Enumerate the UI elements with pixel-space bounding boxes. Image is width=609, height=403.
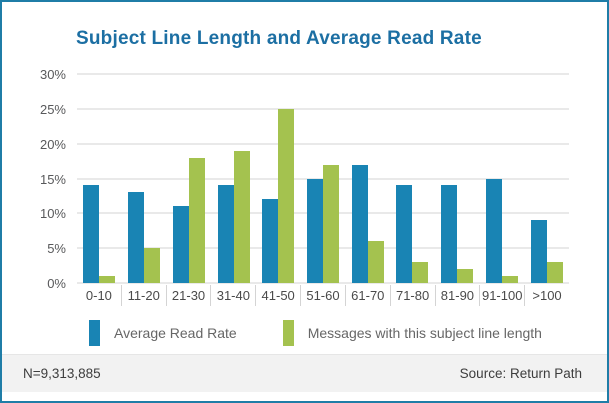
bar-group (351, 74, 384, 283)
y-tick-label: 5% (47, 241, 66, 257)
y-tick-label: 30% (39, 67, 66, 82)
gridline (77, 73, 569, 75)
legend-label: Average Read Rate (114, 325, 237, 341)
bar-read-rate (485, 178, 502, 283)
bar-group (441, 74, 474, 283)
y-tick-label: 25% (39, 101, 66, 117)
footer-bar: N=9,313,885 Source: Return Path (2, 354, 607, 392)
top-accent-bar (0, 0, 609, 2)
bar-chart: 0% 5% 10% 15% 20% 25% 30% 0-10 11-20 21-30 31-40 4… (2, 67, 607, 308)
bar-group (83, 74, 116, 283)
bar-read-rate (83, 185, 100, 283)
bar-read-rate (530, 220, 547, 283)
x-tick-label: 0-10 (77, 285, 122, 306)
bar-message-share (233, 150, 250, 283)
bar-read-rate (262, 199, 279, 283)
bar-group (485, 74, 518, 283)
bar-read-rate (172, 206, 189, 283)
legend-item: Average Read Rate (89, 320, 237, 346)
bar-group (217, 74, 250, 283)
bar-group (172, 74, 205, 283)
gridline (77, 142, 569, 145)
bar-message-share (322, 164, 339, 283)
bar-message-share (99, 276, 116, 283)
bar-group (396, 74, 429, 283)
bar-group (128, 74, 161, 283)
y-axis-labels: 0% 5% 10% 15% 20% 25% 30% (2, 67, 66, 291)
x-tick-label: 21-30 (167, 285, 212, 306)
chart-legend: Average Read Rate Messages with this subj… (89, 320, 542, 346)
sample-size-label: N=9,313,885 (23, 366, 101, 381)
bar-read-rate (396, 185, 413, 283)
legend-item: Messages with this subject line length (282, 320, 542, 346)
x-tick-label: >100 (532, 288, 562, 303)
legend-swatch (89, 320, 100, 346)
bar-message-share (412, 262, 429, 283)
bar-read-rate (351, 164, 368, 283)
gridline (77, 282, 569, 284)
bar-message-share (188, 157, 205, 283)
bar-read-rate (217, 185, 234, 283)
bar-group (306, 74, 339, 283)
bar-read-rate (306, 178, 323, 283)
x-tick-label: 91-100 (480, 285, 526, 306)
y-tick-label: 15% (39, 171, 66, 187)
gridline (77, 107, 569, 110)
x-tick-label: 81-90 (436, 285, 481, 306)
bar-message-share (501, 276, 518, 283)
bar-message-share (144, 248, 161, 283)
x-tick-label: 31-40 (211, 285, 257, 306)
bar-group (262, 74, 295, 283)
y-tick-label: 0% (47, 276, 66, 291)
x-tick-label: 51-60 (301, 285, 346, 306)
y-tick-label: 20% (39, 136, 66, 152)
legend-label: Messages with this subject line length (307, 325, 542, 341)
x-axis-labels: 0-10 11-20 21-30 31-40 41-50 51-60 61-70 71-80 8… (77, 285, 569, 306)
chart-title: Subject Line Length and Average Read Rat… (76, 28, 482, 49)
bar-message-share (278, 108, 295, 283)
x-tick-label: 71-80 (391, 285, 436, 306)
legend-swatch (282, 320, 294, 346)
source-credit-label: Source: Return Path (459, 366, 582, 381)
bar-message-share (457, 269, 474, 283)
x-tick-label: 41-50 (256, 285, 302, 306)
bar-group (530, 74, 563, 283)
bar-read-rate (128, 192, 145, 283)
x-tick-label: 11-20 (122, 285, 167, 306)
x-tick-label: 61-70 (346, 285, 391, 306)
bars-area (77, 74, 569, 283)
y-tick-label: 10% (39, 206, 66, 222)
bar-message-share (367, 241, 384, 283)
bar-message-share (546, 262, 563, 283)
bar-read-rate (441, 185, 458, 283)
